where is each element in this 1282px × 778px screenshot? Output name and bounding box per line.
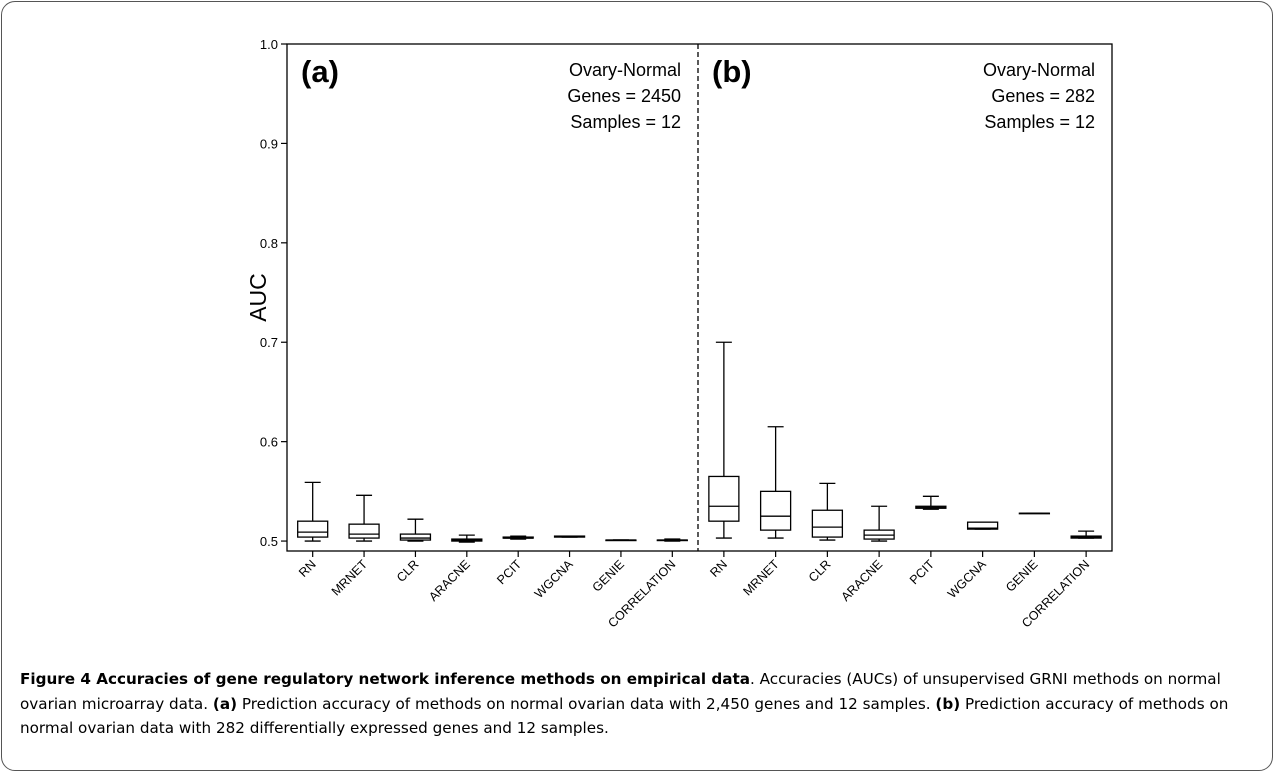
panel-info-line: Samples = 12 — [570, 112, 681, 132]
y-tick-label: 0.7 — [260, 335, 278, 350]
x-tick-label: RN — [707, 557, 730, 580]
panel-label: (a) — [301, 54, 339, 89]
y-tick-label: 0.6 — [260, 435, 278, 450]
x-tick-label: GENIE — [590, 557, 627, 594]
figure-caption: Figure 4 Accuracies of gene regulatory n… — [20, 667, 1262, 741]
x-tick-label: WGCNA — [532, 557, 576, 601]
panel-info-line: Ovary-Normal — [569, 60, 681, 80]
x-tick-label: ARACNE — [839, 557, 886, 604]
x-tick-label: CLR — [394, 557, 422, 585]
x-tick-label: WGCNA — [945, 557, 989, 601]
panel-info-line: Ovary-Normal — [983, 60, 1095, 80]
box — [811, 509, 844, 538]
x-tick-label: PCIT — [907, 557, 937, 587]
box — [708, 475, 740, 522]
y-tick-label: 0.9 — [260, 136, 278, 151]
caption-b-label: (b) — [935, 694, 961, 713]
caption-b-text: Prediction accuracy of methods on normal… — [20, 694, 1229, 738]
plot-frame — [286, 43, 1113, 552]
y-tick-label: 0.5 — [260, 534, 278, 549]
caption-a-label: (a) — [212, 694, 238, 713]
y-tick-label: 0.8 — [260, 236, 278, 251]
caption-title: Figure 4 Accuracies of gene regulatory n… — [20, 670, 751, 688]
x-tick-label: MRNET — [740, 557, 782, 599]
caption-a-text: Prediction accuracy of methods on normal… — [237, 694, 936, 713]
box — [759, 490, 792, 531]
x-tick-label: CLR — [806, 557, 834, 585]
y-axis-label: AUC — [245, 273, 271, 322]
panel-info-line: Genes = 282 — [991, 86, 1095, 106]
x-tick-label: MRNET — [329, 557, 371, 599]
y-tick-label: 1.0 — [260, 37, 278, 52]
boxplot-chart: 0.5 0.6 0.7 0.8 0.9 1.0 AUC (a) Ovary-Normal Gene… — [245, 37, 1113, 630]
box — [399, 533, 432, 541]
x-tick-label: RN — [296, 557, 319, 580]
x-tick-label: GENIE — [1003, 557, 1040, 594]
panel-info-line: Samples = 12 — [984, 112, 1095, 132]
box — [348, 523, 380, 539]
caption-intro: . Accuracies (AUCs) of unsupervised GRNI… — [20, 670, 1221, 713]
panel-label: (b) — [712, 54, 752, 89]
box — [297, 520, 329, 538]
panel-info-line: Genes = 2450 — [567, 86, 681, 106]
x-tick-label: PCIT — [494, 557, 524, 587]
x-tick-label: ARACNE — [426, 557, 473, 604]
box — [966, 521, 999, 530]
